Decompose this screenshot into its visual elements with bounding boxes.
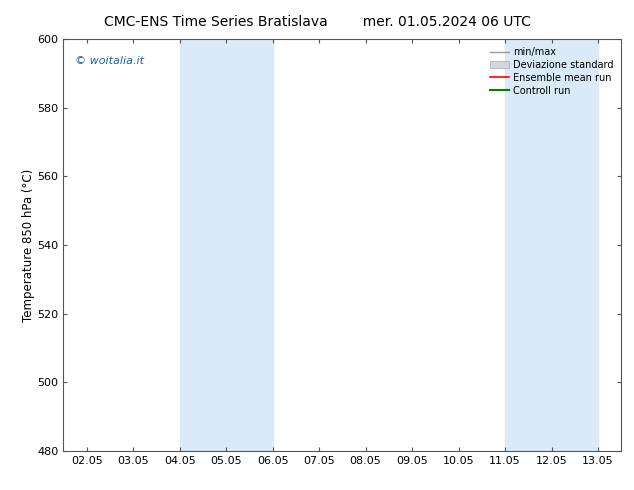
Bar [179,39,273,451]
Y-axis label: Temperature 850 hPa (°C): Temperature 850 hPa (°C) [22,169,34,321]
Bar [505,39,598,451]
Legend: min/max, Deviazione standard, Ensemble mean run, Controll run: min/max, Deviazione standard, Ensemble m… [487,44,616,98]
Text: CMC-ENS Time Series Bratislava        mer. 01.05.2024 06 UTC: CMC-ENS Time Series Bratislava mer. 01.0… [103,15,531,29]
Text: © woitalia.it: © woitalia.it [75,56,143,66]
